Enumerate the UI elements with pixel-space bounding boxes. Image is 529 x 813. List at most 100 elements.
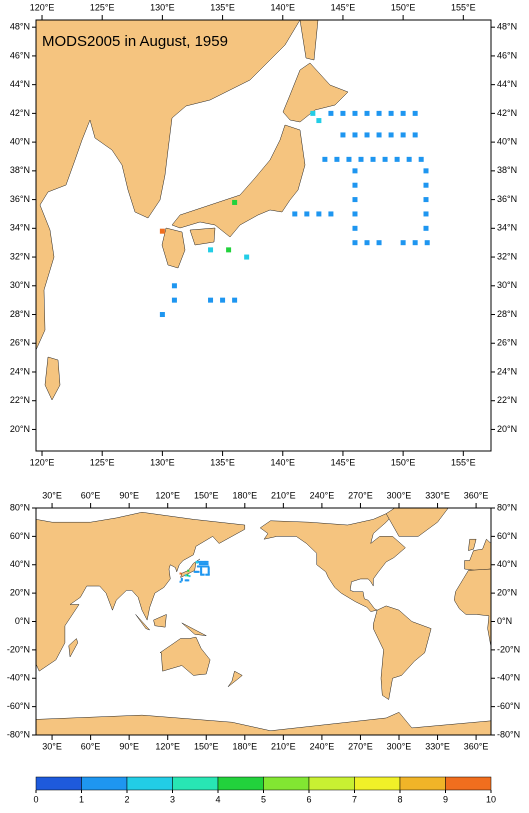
y-tick-label: -80°N — [7, 729, 30, 739]
x-tick-label: 150°E — [194, 741, 219, 751]
observation-cell — [188, 575, 191, 578]
observation-cell — [203, 563, 206, 566]
y-tick-label: 0°N — [497, 616, 512, 626]
observation-cell — [171, 297, 177, 303]
y-tick-label: 20°N — [10, 588, 30, 598]
x-tick-label: 135°E — [210, 457, 235, 467]
y-tick-label: 80°N — [497, 502, 517, 512]
observation-cell — [202, 560, 205, 563]
y-tick-label: 60°N — [10, 531, 30, 541]
observation-cell — [400, 132, 406, 138]
y-tick-label: 42°N — [10, 108, 30, 118]
x-tick-label: 155°E — [451, 2, 476, 12]
y-tick-label: 48°N — [497, 22, 517, 32]
observation-cell — [388, 110, 394, 116]
observation-cell — [423, 182, 429, 188]
colorbar-segment — [217, 776, 264, 791]
observation-cell — [423, 225, 429, 231]
colorbar-label: 10 — [486, 794, 496, 804]
y-tick-label: 40°N — [10, 559, 30, 569]
observation-cell — [186, 574, 189, 577]
x-tick-label: 120°E — [30, 2, 55, 12]
observation-cell — [310, 110, 316, 116]
x-tick-label: 90°E — [119, 490, 139, 500]
y-tick-label: 30°N — [10, 280, 30, 290]
observation-cell — [205, 563, 208, 566]
x-tick-label: 180°E — [232, 490, 257, 500]
observation-cell — [187, 569, 190, 572]
observation-cell — [198, 565, 201, 568]
land — [385, 508, 449, 537]
colorbar-segment — [445, 776, 492, 791]
y-tick-label: -80°N — [497, 729, 520, 739]
observation-cell — [205, 573, 208, 576]
observation-cell — [207, 572, 210, 575]
observation-cell — [418, 156, 424, 162]
observation-cell — [220, 297, 226, 303]
land — [36, 711, 491, 735]
observation-cell — [200, 565, 203, 568]
observation-cell — [205, 560, 208, 563]
land — [159, 636, 211, 676]
observation-cell — [159, 312, 165, 318]
y-tick-label: 32°N — [497, 251, 517, 261]
x-tick-label: 330°E — [425, 741, 450, 751]
y-tick-label: -40°N — [497, 673, 520, 683]
observation-cell — [207, 569, 210, 572]
regional-observations — [159, 110, 430, 318]
observation-cell — [207, 573, 210, 576]
x-tick-label: 300°E — [387, 490, 412, 500]
y-tick-label: 34°N — [10, 223, 30, 233]
observation-cell — [196, 561, 199, 564]
land — [468, 538, 477, 551]
colorbar-label: 6 — [306, 794, 311, 804]
land — [36, 512, 246, 672]
observation-cell — [200, 566, 203, 569]
x-tick-label: 130°E — [150, 457, 175, 467]
observation-cell — [406, 156, 412, 162]
colorbar-segment — [35, 776, 82, 791]
observation-cell — [376, 132, 382, 138]
y-tick-label: 40°N — [497, 559, 517, 569]
land — [373, 605, 432, 700]
y-tick-label: -20°N — [497, 644, 520, 654]
x-tick-label: 360°E — [464, 490, 489, 500]
x-tick-label: 125°E — [90, 2, 115, 12]
y-tick-label: 46°N — [10, 50, 30, 60]
colorbar-label: 1 — [79, 794, 84, 804]
y-tick-label: 34°N — [497, 223, 517, 233]
observation-cell — [328, 110, 334, 116]
y-tick-label: 26°N — [497, 338, 517, 348]
x-tick-label: 210°E — [271, 490, 296, 500]
observation-cell — [316, 211, 322, 217]
observation-cell — [193, 570, 196, 573]
y-tick-label: 42°N — [497, 108, 517, 118]
colorbar-segment — [172, 776, 219, 791]
observation-cell — [340, 132, 346, 138]
observation-cell — [184, 579, 187, 582]
y-tick-label: -60°N — [7, 701, 30, 711]
x-tick-label: 270°E — [348, 490, 373, 500]
observation-cell — [171, 283, 177, 289]
x-tick-label: 140°E — [270, 2, 295, 12]
x-tick-label: 330°E — [425, 490, 450, 500]
observation-cell — [199, 565, 202, 568]
x-tick-label: 300°E — [387, 741, 412, 751]
colorbar-segment — [81, 776, 128, 791]
observation-cell — [200, 568, 203, 571]
land — [464, 538, 491, 571]
x-tick-label: 30°E — [42, 741, 62, 751]
colorbar-label: 2 — [124, 794, 129, 804]
y-tick-label: 48°N — [10, 22, 30, 32]
observation-cell — [196, 570, 199, 573]
observation-cell — [322, 156, 328, 162]
observation-cell — [202, 573, 205, 576]
observation-cell — [244, 254, 250, 260]
colorbar-label: 9 — [443, 794, 448, 804]
y-tick-label: 20°N — [497, 588, 517, 598]
observation-cell — [202, 563, 205, 566]
observation-cell — [388, 132, 394, 138]
x-tick-label: 150°E — [194, 490, 219, 500]
regional-frame — [35, 19, 492, 452]
